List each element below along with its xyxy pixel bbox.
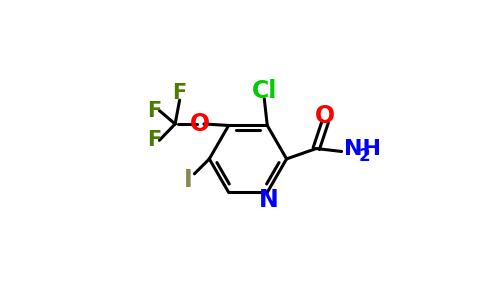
Text: F: F (147, 130, 162, 150)
Text: O: O (190, 112, 211, 136)
Text: O: O (315, 104, 335, 128)
Text: I: I (184, 168, 193, 192)
Text: F: F (172, 83, 187, 103)
Text: F: F (147, 100, 162, 121)
Text: 2: 2 (359, 147, 370, 165)
Text: N: N (259, 188, 279, 212)
Text: Cl: Cl (252, 79, 277, 103)
Text: NH: NH (344, 139, 380, 158)
